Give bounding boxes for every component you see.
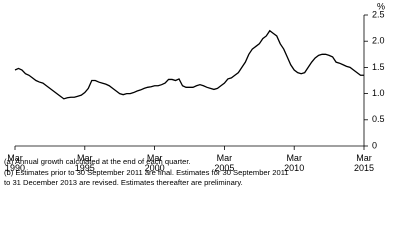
footnote: to 31 December 2013 are revised. Estimat…	[4, 178, 243, 187]
x-tick-label: Mar 2010	[284, 153, 305, 173]
chart: % 0 0.5 1.0 1.5 2.0 2.5 Mar 1990 Mar 1995 Mar 2…	[4, 1, 385, 187]
series-line	[14, 29, 364, 100]
footnote: (a) Annual growth calculated at the end …	[4, 157, 191, 166]
x-tick-label: Mar 2000	[144, 153, 165, 173]
y-tick-label: 1.5	[372, 62, 385, 72]
x-tick-label: Mar 1995	[74, 153, 95, 173]
plot: % 0 0.5 1.0 1.5 2.0 2.5	[14, 1, 385, 150]
y-tick-label: 2.0	[372, 36, 385, 46]
y-unit: %	[377, 1, 385, 11]
x-tick-label: Mar 2015	[353, 153, 375, 173]
y-tick-label: 0.5	[372, 114, 385, 124]
y-tick-label: 2.5	[372, 9, 385, 19]
x-tick-label: Mar 1990	[4, 153, 26, 173]
x-tick-label: Mar 2005	[214, 153, 235, 173]
footnote: (b) Estimates prior to 30 September 2011…	[4, 168, 289, 177]
y-tick-label: 1.0	[372, 88, 385, 98]
y-tick-label: 0	[372, 140, 377, 150]
